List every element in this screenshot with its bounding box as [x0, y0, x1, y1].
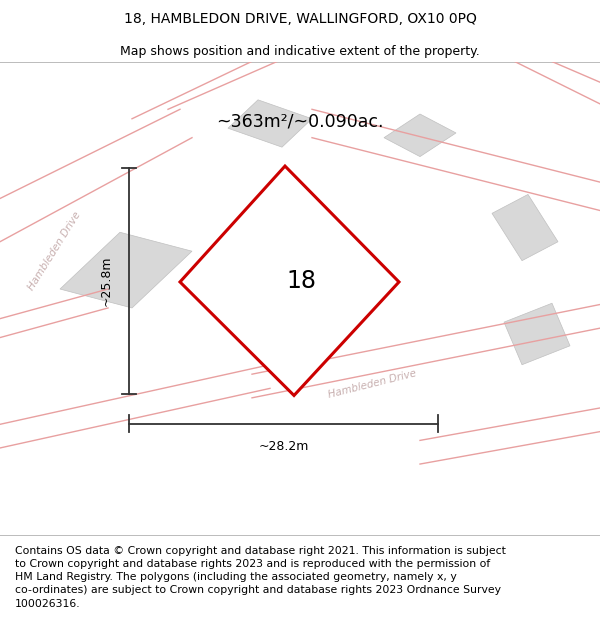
- Polygon shape: [180, 166, 399, 396]
- Polygon shape: [60, 232, 192, 308]
- Text: Hambleden Drive: Hambleden Drive: [327, 368, 417, 399]
- Text: ~25.8m: ~25.8m: [100, 256, 113, 306]
- Polygon shape: [384, 114, 456, 157]
- Text: ~28.2m: ~28.2m: [259, 440, 308, 453]
- Polygon shape: [504, 303, 570, 365]
- Text: ~363m²/~0.090ac.: ~363m²/~0.090ac.: [216, 112, 384, 130]
- Polygon shape: [492, 194, 558, 261]
- Text: 18, HAMBLEDON DRIVE, WALLINGFORD, OX10 0PQ: 18, HAMBLEDON DRIVE, WALLINGFORD, OX10 0…: [124, 12, 476, 26]
- Text: Contains OS data © Crown copyright and database right 2021. This information is : Contains OS data © Crown copyright and d…: [15, 546, 506, 609]
- Text: Hambleden Drive: Hambleden Drive: [26, 210, 82, 292]
- Text: 18: 18: [287, 269, 317, 293]
- Polygon shape: [228, 100, 312, 147]
- Text: Map shows position and indicative extent of the property.: Map shows position and indicative extent…: [120, 44, 480, 58]
